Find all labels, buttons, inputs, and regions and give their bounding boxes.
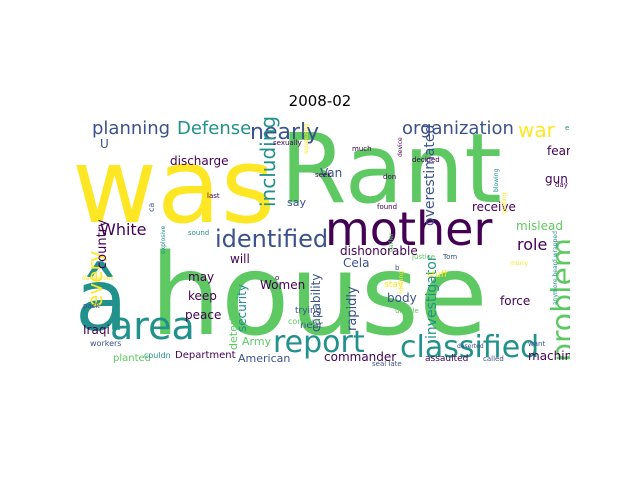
cloud-word: squeezing <box>303 123 310 154</box>
cloud-word: security <box>235 284 249 332</box>
cloud-word: â <box>75 251 128 351</box>
cloud-word: unable <box>395 307 419 315</box>
cloud-word: Iraqi <box>83 323 110 337</box>
cloud-word: sexually <box>273 139 302 147</box>
cloud-word: White <box>100 220 147 239</box>
cloud-word: Women <box>260 278 305 292</box>
cloud-word: capability <box>309 274 323 332</box>
cloud-word: Army <box>242 335 272 348</box>
cloud-word: machine <box>528 349 570 363</box>
cloud-word: explosive <box>160 225 167 254</box>
cloud-word: dangerous <box>82 275 114 282</box>
cloud-word: much <box>352 145 372 153</box>
cloud-word: will <box>230 252 250 266</box>
cloud-word: American <box>238 352 290 365</box>
cloud-word: area <box>110 304 195 348</box>
cloud-word: planted <box>113 353 151 364</box>
cloud-word: overestimated <box>422 125 438 226</box>
cloud-word: Tom <box>442 253 457 261</box>
cloud-word: workers <box>90 339 121 348</box>
cloud-word: deserted <box>457 343 484 350</box>
cloud-word: identified <box>215 225 328 253</box>
cloud-word: mother <box>325 202 492 256</box>
cloud-word: decided <box>412 156 440 164</box>
cloud-word: mislead <box>516 219 563 233</box>
cloud-word: justice <box>411 253 435 261</box>
cloud-word: pack <box>83 302 101 310</box>
cloud-word: force <box>500 294 530 308</box>
cloud-word: rapidly <box>345 286 360 331</box>
cloud-word: seal late <box>372 360 402 367</box>
cloud-word: report <box>273 325 365 360</box>
cloud-word: couldn <box>144 351 171 360</box>
word-cloud: was Rant house â mother area report classified i… <box>70 117 570 367</box>
cloud-word: murry <box>510 260 528 267</box>
cloud-word: classified <box>400 330 539 365</box>
cloud-word: investigator <box>424 255 440 339</box>
cloud-word: say <box>287 196 306 209</box>
cloud-word: discharge <box>170 154 228 168</box>
cloud-word: found <box>377 203 397 211</box>
cloud-word: near <box>300 320 324 331</box>
cloud-word: role <box>517 235 547 254</box>
cloud-word: deteriorate <box>227 288 240 350</box>
cloud-word: Department <box>175 350 236 361</box>
cloud-word: running <box>398 271 405 294</box>
cloud-word: was <box>72 125 275 247</box>
cloud-word: want <box>528 340 545 348</box>
cloud-word: peace <box>185 308 221 322</box>
cloud-word: Van <box>320 166 342 180</box>
cloud-word: Cela <box>343 256 369 270</box>
cloud-word: called <box>483 355 504 363</box>
cloud-word: may <box>188 270 214 284</box>
cloud-word: gun <box>545 172 568 186</box>
cloud-word: e <box>565 124 569 132</box>
cloud-word: ca <box>147 203 156 212</box>
cloud-word: b <box>395 264 400 272</box>
cloud-word: country <box>95 219 110 269</box>
cloud-word: getting <box>501 192 508 214</box>
cloud-word: trying <box>295 306 321 316</box>
cloud-word: receive <box>472 200 516 214</box>
cloud-word: earlier <box>388 232 395 252</box>
cloud-word: body <box>387 291 417 305</box>
cloud-word: Defense <box>177 118 251 139</box>
cloud-word: Rant <box>280 117 502 225</box>
cloud-word: fear <box>547 144 570 158</box>
cloud-word: house <box>150 231 488 361</box>
cloud-word: o <box>275 274 279 282</box>
cloud-word: don <box>383 173 396 181</box>
cloud-word: device <box>397 137 404 157</box>
cloud-word: war <box>518 118 556 142</box>
cloud-word: every <box>83 250 107 307</box>
cloud-word: nearly <box>250 120 319 145</box>
figure-title: 2008-02 <box>288 92 352 110</box>
cloud-word: blowing <box>493 168 500 192</box>
cloud-word: stay <box>384 280 404 290</box>
cloud-word: sound <box>188 229 209 237</box>
cloud-word: seek <box>315 171 332 179</box>
cloud-word: keep <box>188 289 217 303</box>
cloud-word: U <box>100 137 109 151</box>
cloud-word: including <box>256 117 280 207</box>
cloud-word: anymore heard wrapped <box>552 231 559 305</box>
cloud-word: dishonorable <box>340 244 418 258</box>
cloud-word: day <box>555 181 568 189</box>
cloud-word: last <box>207 192 220 200</box>
cloud-word: commander <box>324 350 396 364</box>
cloud-word: concern <box>288 317 320 326</box>
cloud-word: planning <box>92 118 170 139</box>
cloud-word: assaulted <box>425 354 468 364</box>
cloud-word: stuff <box>427 270 448 280</box>
cloud-word: problem <box>546 238 570 362</box>
cloud-word: organization <box>402 118 514 139</box>
